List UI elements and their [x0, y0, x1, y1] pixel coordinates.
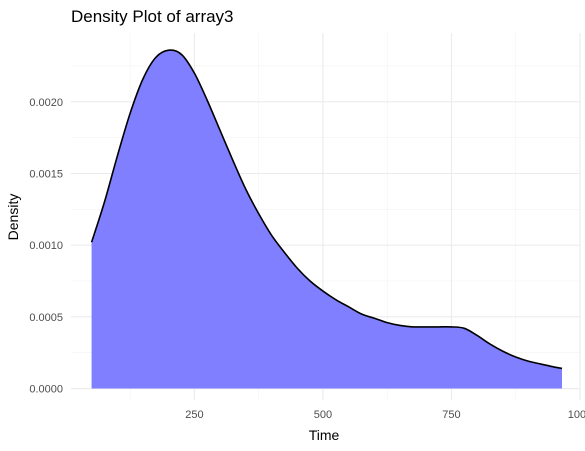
- y-tick-label: 0.0010: [29, 240, 63, 252]
- y-tick-label: 0.0000: [29, 384, 63, 396]
- y-axis-title: Density: [5, 194, 21, 241]
- chart-title: Density Plot of array3: [71, 7, 234, 26]
- y-tick-label: 0.0015: [29, 168, 63, 180]
- y-tick-label: 0.0020: [29, 97, 63, 109]
- x-axis-title: Time: [309, 427, 340, 443]
- y-axis-ticks: 0.0000 0.0005 0.0010 0.0015 0.0020: [29, 97, 63, 396]
- plot-area: [90, 49, 563, 389]
- density-line: [90, 49, 563, 370]
- x-tick-label: 500: [314, 409, 332, 421]
- x-tick-label: 250: [185, 409, 203, 421]
- x-tick-label: 750: [442, 409, 460, 421]
- y-tick-label: 0.0005: [29, 312, 63, 324]
- density-area: [91, 50, 563, 389]
